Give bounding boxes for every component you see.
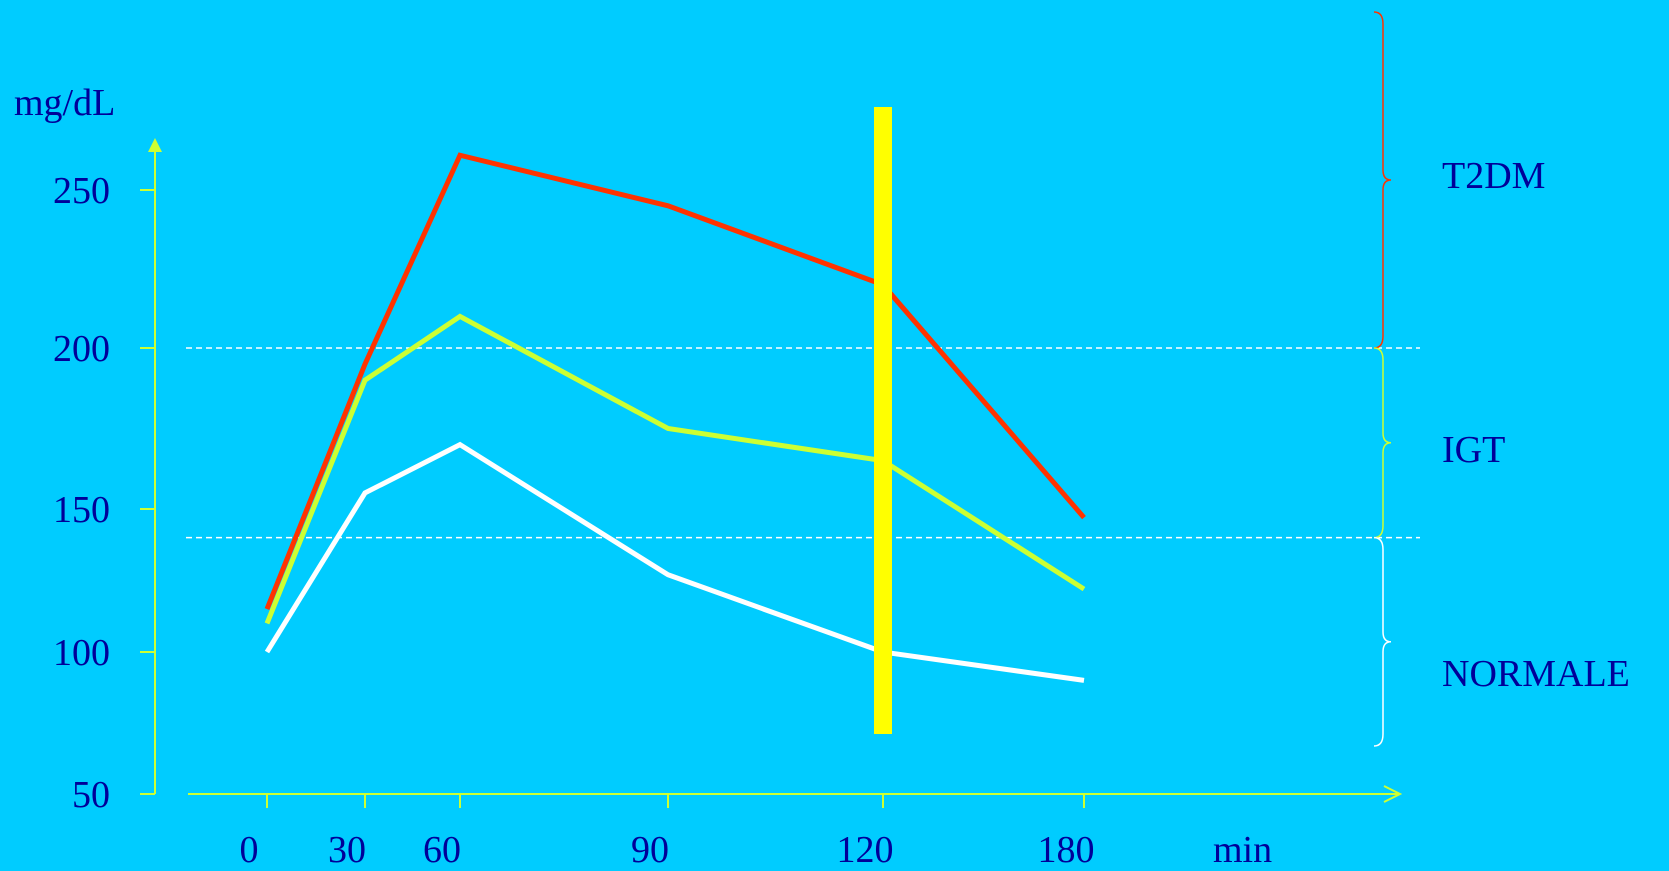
axes (148, 138, 1403, 803)
y-tick-label: 200 (53, 328, 110, 370)
range-brace-igt (1373, 347, 1392, 539)
series-line-t2dm (264, 152, 1086, 611)
y-tick-label: 50 (72, 774, 110, 816)
x-tick-label: 60 (423, 829, 461, 871)
range-brace-normale (1373, 536, 1392, 747)
range-label-igt: IGT (1442, 429, 1505, 471)
x-tick-label: 30 (328, 829, 366, 871)
y-axis-arrow (148, 138, 162, 152)
range-brace-t2dm (1373, 11, 1392, 349)
x-tick-label: 0 (240, 829, 259, 871)
x-tick-label: 120 (837, 829, 894, 871)
y-axis-label: mg/dL (14, 82, 115, 124)
range-label-t2dm: T2DM (1442, 155, 1545, 197)
y-tick-label: 250 (53, 170, 110, 212)
x-axis-arrow (1383, 785, 1403, 803)
y-tick-label: 150 (53, 489, 110, 531)
x-tick-label: 90 (631, 829, 669, 871)
series-line-igt (264, 313, 1086, 625)
range-label-normale: NORMALE (1442, 653, 1630, 695)
series-line-normale (264, 441, 1085, 683)
y-tick-label: 100 (53, 632, 110, 674)
x-tick-label: 180 (1038, 829, 1095, 871)
x-axis-label: min (1213, 829, 1272, 871)
marker-bar-120 (874, 107, 892, 734)
